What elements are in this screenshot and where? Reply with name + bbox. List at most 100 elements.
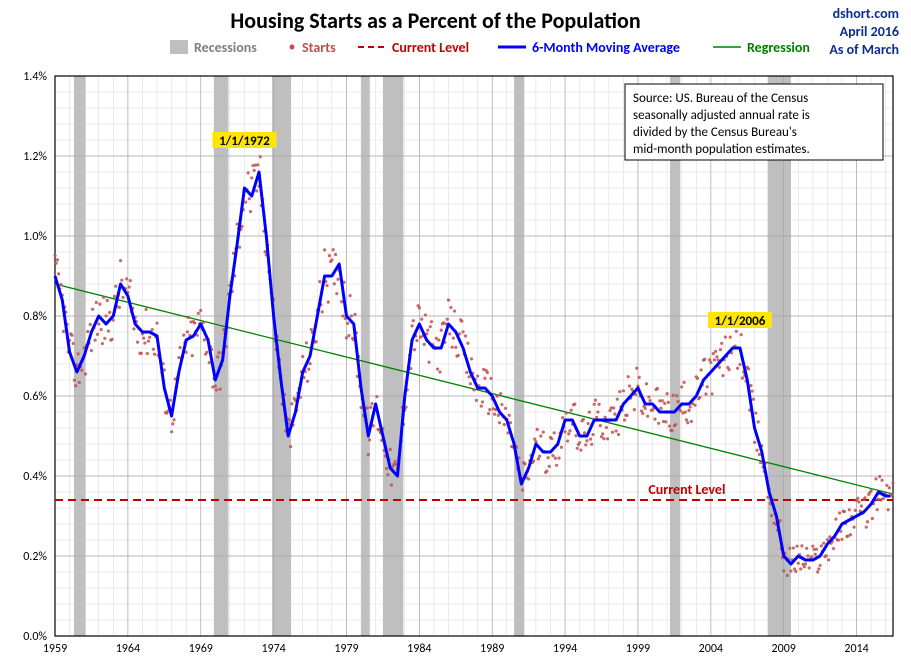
starts-point [256,163,259,166]
callout-label: 1/1/2006 [715,314,766,329]
starts-point [837,539,840,542]
starts-point [452,337,455,340]
starts-point [498,421,501,424]
starts-point [476,374,479,377]
starts-point [675,394,678,397]
starts-point [78,381,81,384]
starts-point [703,358,706,361]
starts-point [96,333,99,336]
starts-point [113,295,116,298]
starts-point [536,428,539,431]
starts-point [563,430,566,433]
starts-point [704,392,707,395]
starts-point [415,339,418,342]
starts-point [345,336,348,339]
y-tick-label: 1.2% [23,150,47,164]
starts-point [594,399,597,402]
starts-point [674,423,677,426]
starts-point [341,314,344,317]
x-tick-label: 1964 [116,642,140,656]
starts-point [816,570,819,573]
starts-point [591,433,594,436]
starts-point [664,420,667,423]
starts-point [758,453,761,456]
legend-ma-label: 6-Month Moving Average [532,39,680,56]
starts-point [148,336,151,339]
starts-point [446,318,449,321]
recession-band [383,76,403,636]
starts-point [305,341,308,344]
starts-point [627,375,630,378]
starts-point [738,363,741,366]
starts-point [178,346,181,349]
starts-point [104,314,107,317]
starts-point [523,462,526,465]
starts-point [687,409,690,412]
starts-point [203,338,206,341]
starts-point [670,429,673,432]
starts-point [714,350,717,353]
starts-point [876,508,879,511]
starts-point [887,508,890,511]
y-tick-label: 0.8% [23,310,47,324]
starts-point [554,457,557,460]
starts-point [788,547,791,550]
starts-point [107,329,110,332]
starts-point [336,278,339,281]
starts-point [451,346,454,349]
starts-point [430,320,433,323]
starts-point [325,284,328,287]
starts-point [584,443,587,446]
starts-point [797,562,800,565]
starts-point [755,449,758,452]
starts-point [667,401,670,404]
starts-point [611,431,614,434]
source-box-line: seasonally adjusted annual rate is [633,108,810,123]
starts-point [799,567,802,570]
starts-point [676,400,679,403]
starts-point [786,574,789,577]
starts-point [548,465,551,468]
source-box-line: divided by the Census Bureau's [633,125,797,140]
starts-point [488,408,491,411]
starts-point [332,248,335,251]
recession-band [514,76,524,636]
starts-point [427,361,430,364]
starts-point [136,340,139,343]
starts-point [599,424,602,427]
starts-point [585,439,588,442]
legend-recession-swatch [170,40,188,54]
starts-point [62,330,65,333]
starts-point [672,394,675,397]
x-tick-label: 1974 [261,642,285,656]
starts-point [680,385,683,388]
starts-point [545,469,548,472]
starts-point [255,189,258,192]
starts-point [70,334,73,337]
y-tick-label: 0.0% [23,630,47,644]
starts-point [656,387,659,390]
starts-point [114,285,117,288]
starts-point [57,272,60,275]
starts-point [578,441,581,444]
starts-point [119,259,122,262]
starts-point [215,388,218,391]
starts-point [437,339,440,342]
starts-point [720,342,723,345]
starts-point [389,448,392,451]
starts-point [822,542,825,545]
starts-point [587,422,590,425]
starts-point [330,258,333,261]
starts-point [500,403,503,406]
starts-point [719,348,722,351]
starts-point [106,299,109,302]
starts-point [327,300,330,303]
starts-point [448,332,451,335]
starts-point [527,477,530,480]
starts-point [142,337,145,340]
starts-point [367,453,370,456]
starts-point [438,370,441,373]
starts-point [250,176,253,179]
starts-point [340,300,343,303]
starts-point [689,405,692,408]
